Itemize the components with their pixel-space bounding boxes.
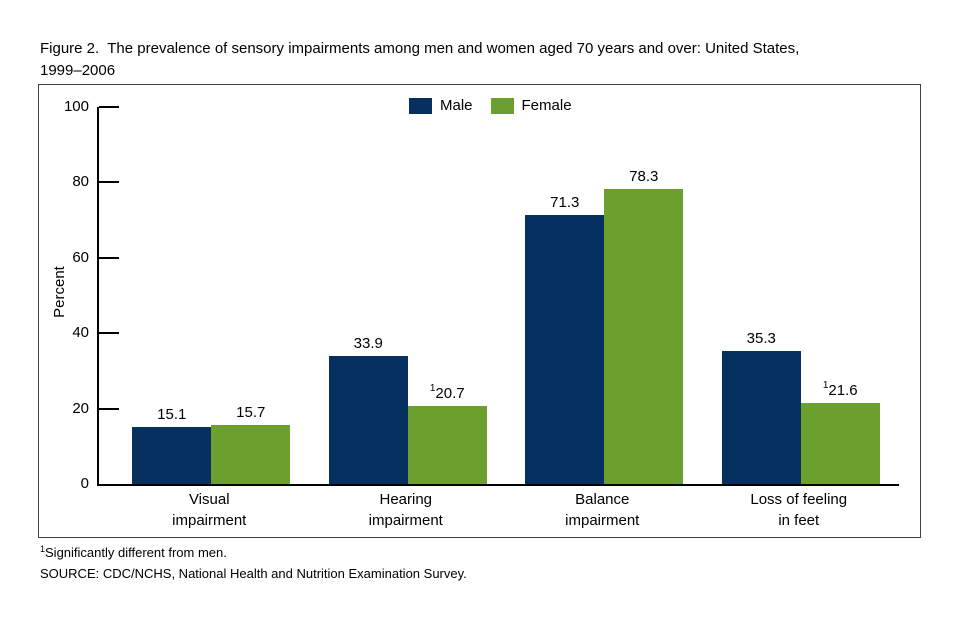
bar-group: 71.3 78.3 bbox=[506, 168, 703, 484]
figure-title: Figure 2. The prevalence of sensory impa… bbox=[40, 40, 800, 79]
bar-column-male: 71.3 bbox=[525, 194, 605, 484]
chart-frame: Male Female Percent 0 20 40 60 80 100 15.1 15.7… bbox=[38, 84, 921, 538]
bar-column-female: 15.7 bbox=[211, 403, 291, 484]
y-tick-mark bbox=[99, 256, 119, 259]
value-label: 71.3 bbox=[550, 194, 580, 212]
bar-female bbox=[407, 406, 487, 484]
legend-swatch-male bbox=[409, 97, 432, 114]
bar-group: 15.1 15.7 bbox=[113, 404, 310, 484]
significance-marker: 1 bbox=[822, 379, 829, 391]
category-label: Balance impairment bbox=[565, 491, 640, 529]
bar-group: 33.9 120.7 bbox=[310, 335, 507, 484]
bar-female bbox=[211, 424, 291, 484]
bar-male bbox=[721, 350, 801, 484]
y-tick-label: 40 bbox=[72, 324, 89, 342]
bar-column-female: 78.3 bbox=[604, 167, 684, 484]
footnote-text: Significantly different from men. bbox=[45, 545, 227, 560]
value-label: 35.3 bbox=[746, 329, 776, 347]
footnote-marker: 1 bbox=[40, 543, 46, 554]
category-labels: Visual impairment Hearing impairment Balan… bbox=[111, 489, 897, 531]
legend: Male Female bbox=[409, 97, 572, 114]
y-tick-label: 80 bbox=[72, 173, 89, 191]
y-tick-mark bbox=[99, 407, 119, 410]
category-label: Loss of feeling in feet bbox=[750, 491, 848, 529]
bar-column-female: 120.7 bbox=[407, 383, 487, 484]
bar-group: 35.3 121.6 bbox=[703, 330, 900, 484]
legend-label: Male bbox=[440, 97, 473, 114]
value-label: 15.7 bbox=[236, 403, 266, 421]
y-tick-label: 60 bbox=[72, 248, 89, 266]
bar-male bbox=[525, 215, 605, 484]
y-tick-mark bbox=[99, 106, 119, 108]
footnote: 1Significantly different from men. bbox=[40, 544, 227, 561]
category-label: Visual impairment bbox=[172, 491, 247, 529]
bar-female bbox=[604, 188, 684, 484]
y-tick-mark bbox=[99, 181, 119, 184]
y-tick-mark bbox=[99, 332, 119, 335]
bar-male bbox=[132, 427, 212, 484]
value-label: 33.9 bbox=[353, 335, 383, 353]
bar-column-male: 33.9 bbox=[328, 335, 408, 484]
bar-female bbox=[800, 402, 880, 484]
significance-marker: 1 bbox=[429, 383, 436, 394]
value-label: 15.1 bbox=[157, 406, 187, 424]
category-label: Hearing impairment bbox=[368, 491, 443, 529]
y-tick-label: 100 bbox=[63, 98, 89, 115]
value-label: 120.7 bbox=[429, 383, 465, 403]
y-tick-label: 20 bbox=[72, 399, 89, 417]
bar-groups: 15.1 15.7 33.9 120.7 71.3 78.3 35.3 121.6 bbox=[99, 107, 899, 484]
bar-male bbox=[328, 356, 408, 484]
y-tick-label: 0 bbox=[80, 475, 89, 492]
legend-swatch-female bbox=[490, 97, 514, 114]
legend-label: Female bbox=[521, 97, 572, 114]
value-label: 121.6 bbox=[822, 379, 858, 399]
bar-column-male: 15.1 bbox=[132, 406, 212, 484]
plot-area: Percent 0 20 40 60 80 100 15.1 15.7 33.9 120.7 71… bbox=[51, 98, 899, 492]
legend-item-male: Male bbox=[409, 97, 473, 114]
bar-column-male: 35.3 bbox=[721, 329, 801, 484]
value-label: 78.3 bbox=[629, 167, 659, 185]
legend-item-female: Female bbox=[490, 97, 572, 114]
source-line: SOURCE: CDC/NCHS, National Health and Nu… bbox=[40, 566, 467, 581]
bar-column-female: 121.6 bbox=[800, 379, 880, 484]
